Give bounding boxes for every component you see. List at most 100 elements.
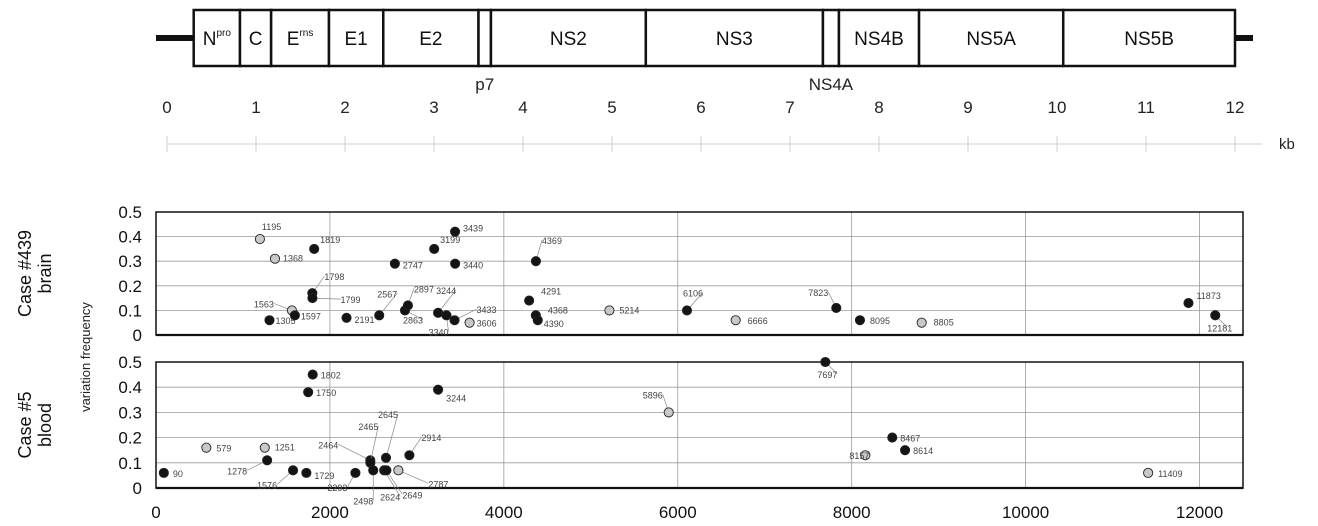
genome-segment-label: NS2 [550,29,587,50]
genome-segment-box [917,8,1065,68]
data-point-label: 2787 [428,479,448,489]
kb-tick-label: 9 [963,98,972,117]
scatter-panel: 0 0.1 0.2 0.3 0.4 0.5 Case #439 brain 1195 1368 13… [15,203,1244,345]
data-point-label: 3433 [477,305,497,315]
data-point-label: 2498 [353,496,373,506]
genome-below-label: p7 [475,75,494,94]
data-point [402,300,413,311]
x-tick-label: 12000 [1176,503,1223,522]
data-point [730,315,741,326]
genome-segment-label: NS3 [716,29,753,50]
genome-segment-label: NS5B [1124,29,1174,50]
data-point-label: 1576 [257,480,277,490]
data-point [860,450,871,461]
point-leader-line [385,413,399,458]
data-point-label: 11409 [1158,469,1182,479]
data-point-label: 2567 [377,289,397,299]
data-point-label: 579 [216,444,231,454]
data-point-label: 8157 [849,451,869,461]
segment-name: NS4B [854,29,904,50]
data-point [307,293,318,304]
data-point [309,243,320,254]
panel-label: blood [35,403,55,447]
data-point-label: 2624 [380,492,400,502]
data-point-label: 3439 [463,224,483,234]
panel-label: Case #439 [15,230,35,317]
y-tick-label: 0.2 [118,429,142,448]
data-point [350,467,361,478]
data-point [289,310,300,321]
point-leader-line [338,443,371,461]
data-point-label: 11873 [1196,291,1220,301]
data-point [368,465,379,476]
genome-segment-label: E2 [419,29,442,50]
x-tick-label: 2000 [311,503,349,522]
data-point-label: 2645 [378,410,398,420]
data-point [307,369,318,380]
kb-tick-label: 10 [1048,98,1067,117]
y-tick-label: 0.4 [118,228,142,247]
data-point [1143,467,1154,478]
data-point [530,256,541,267]
genome-map: Npro C Erns E1 E2 NS2 NS3 NS4B NS5A NS5B p7 NS4A [156,8,1253,94]
data-point-label: 6666 [748,316,768,326]
data-point-label: 4390 [544,319,564,329]
genome-segment-label: E1 [345,29,368,50]
data-point-label: 8805 [934,318,954,328]
data-point-label: 5896 [643,390,663,400]
genome-segment-box [382,8,480,68]
data-point-label: 2293 [327,483,347,493]
data-point [900,445,911,456]
genome-segment-label: Erns [287,28,314,50]
data-point [681,305,693,316]
data-point-label: 7823 [808,288,828,298]
data-point-label: 2914 [421,433,441,443]
data-point [887,432,898,443]
y-tick-label: 0.3 [118,252,142,271]
kb-tick-label: 0 [162,98,171,117]
data-point [820,356,831,368]
point-leader-line [398,470,429,484]
data-point-label: 3244 [446,394,466,404]
segment-name: E1 [345,29,368,50]
genome-segment-box [837,8,921,68]
data-point-label: 1798 [324,272,344,282]
segment-name: NS3 [716,29,753,50]
data-point-label: 3606 [477,319,497,329]
data-point [854,315,865,326]
data-point [287,465,299,476]
y-tick-label: 0.3 [118,403,142,422]
data-point [604,305,615,316]
genome-segment-label: Npro [203,28,232,50]
segment-superscript: pro [216,28,231,39]
genome-segment-box [1061,8,1237,68]
data-point [464,317,475,328]
data-point [259,442,270,453]
data-point [663,407,674,418]
data-point [393,465,404,476]
data-point-label: 1799 [340,295,360,305]
genome-segment-box [238,8,273,68]
data-point [389,258,400,269]
kb-unit-label: kb [1279,136,1295,153]
y-tick-label: 0 [133,479,142,498]
data-point-label: 2649 [402,490,422,500]
data-point [1210,310,1221,321]
data-point-label: 3440 [463,261,483,271]
data-point [450,226,461,237]
kb-tick-label: 3 [429,98,438,117]
data-point-label: 1278 [227,466,247,476]
data-point-label: 1195 [262,222,281,232]
data-point [450,258,461,269]
data-point-label: 8467 [900,434,920,444]
kb-tick-label: 5 [607,98,616,117]
data-point [524,295,535,306]
data-point-label: 2747 [403,261,423,271]
data-point [831,302,842,313]
data-point-label: 1563 [254,299,274,309]
y-tick-label: 0.1 [118,301,142,320]
genome-segment-label: NS4B [854,29,904,50]
data-point-label: 8614 [913,446,933,456]
x-tick-label: 0 [151,503,160,522]
data-point-label: 6106 [683,288,703,298]
